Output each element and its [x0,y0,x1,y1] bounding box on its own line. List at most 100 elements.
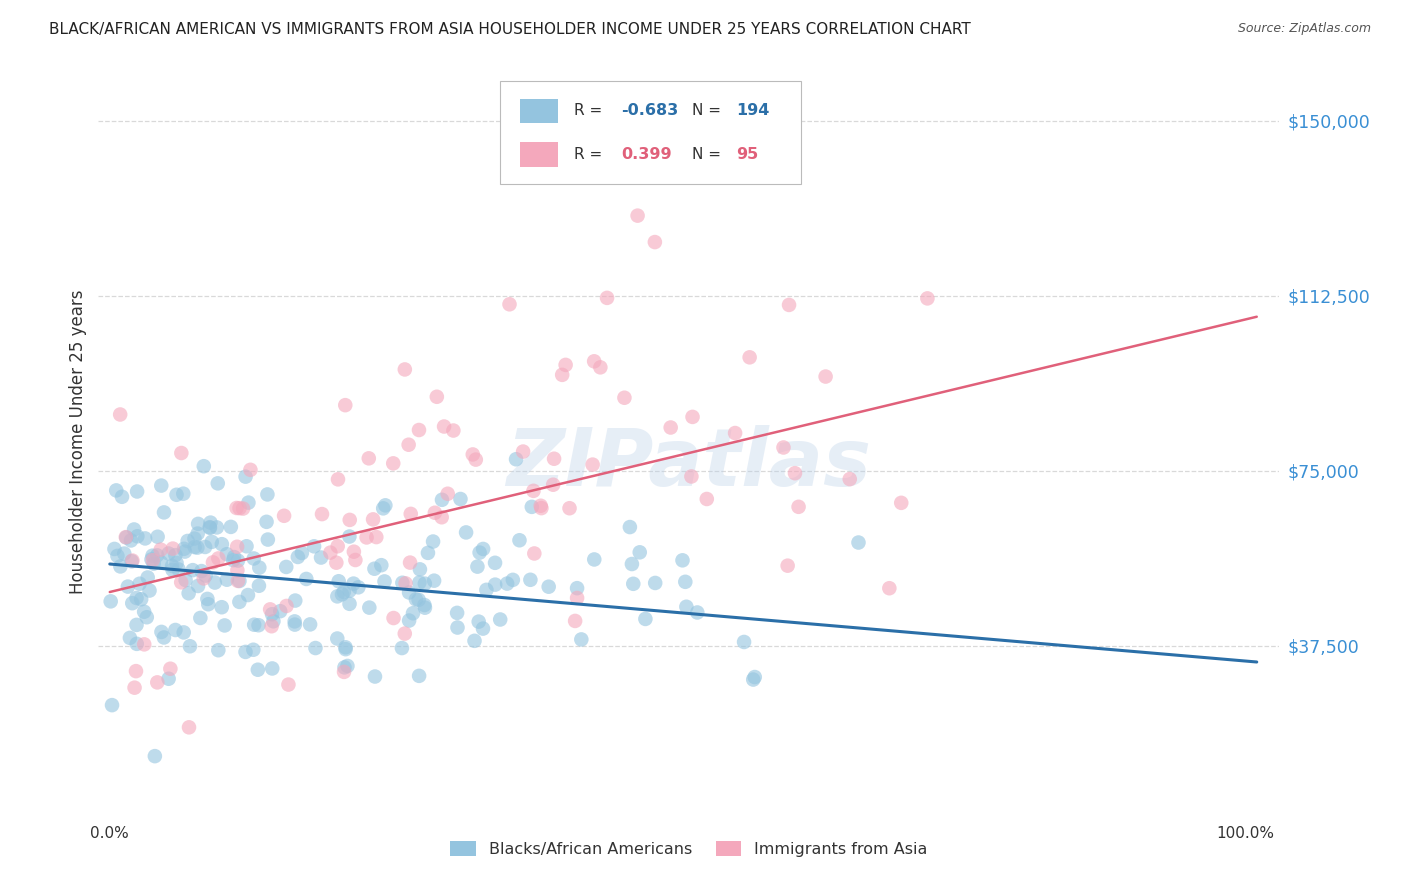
Point [446,606,468,620]
Point [508,533,530,548]
Point [193,459,215,474]
Point [143,749,166,764]
Point [124,681,146,695]
Point [565,591,588,605]
Point [787,500,810,514]
Point [299,617,322,632]
Point [194,540,217,554]
Point [138,583,160,598]
Point [162,541,184,556]
Point [621,576,644,591]
Text: ZIPatlas: ZIPatlas [506,425,872,503]
Point [565,581,588,595]
Point [391,641,413,656]
Point [583,354,606,368]
Point [127,529,149,543]
Point [172,486,194,500]
Point [247,560,270,574]
Point [146,675,169,690]
Point [391,575,413,590]
Point [173,541,195,556]
Point [174,573,197,587]
Point [125,618,148,632]
Point [105,483,128,498]
Point [325,556,347,570]
Point [122,523,145,537]
Point [339,530,361,544]
Point [157,672,180,686]
Text: 95: 95 [737,147,758,161]
Point [228,574,250,588]
Point [100,594,122,608]
Point [157,547,180,561]
Point [467,615,489,629]
Point [551,368,574,382]
Point [502,573,524,587]
Point [177,586,200,600]
Point [359,600,381,615]
Point [246,663,269,677]
Point [374,499,396,513]
Point [235,645,257,659]
Point [284,617,307,632]
Point [215,573,238,587]
Point [408,575,430,590]
Point [242,642,264,657]
Point [200,516,222,530]
Point [103,541,125,556]
Point [273,508,295,523]
Point [373,501,395,516]
Point [262,614,284,628]
Point [394,576,416,591]
Point [505,452,527,467]
Point [564,614,586,628]
Point [304,640,326,655]
Point [583,552,606,566]
Point [744,670,766,684]
Point [170,446,193,460]
Point [541,477,564,491]
Point [430,492,453,507]
Text: BLACK/AFRICAN AMERICAN VS IMMIGRANTS FROM ASIA HOUSEHOLDER INCOME UNDER 25 YEARS: BLACK/AFRICAN AMERICAN VS IMMIGRANTS FRO… [49,22,972,37]
Point [276,599,298,613]
Point [287,549,309,564]
Point [405,592,427,607]
Point [413,598,436,612]
Point [319,546,342,560]
Point [110,559,132,574]
Point [402,606,425,620]
Point [335,642,357,657]
Point [243,617,266,632]
Point [446,621,468,635]
Point [211,600,233,615]
Point [917,292,939,306]
Point [141,552,163,566]
Point [134,637,156,651]
Point [814,369,837,384]
Point [166,488,188,502]
FancyBboxPatch shape [520,142,558,167]
Point [671,553,693,567]
Point [433,419,456,434]
Point [302,539,325,553]
Point [339,513,361,527]
Point [333,660,356,674]
Point [408,669,430,683]
Point [142,557,165,571]
Point [742,673,765,687]
Point [121,554,143,568]
Point [848,535,870,549]
Point [634,612,657,626]
Point [134,532,156,546]
Point [205,520,228,534]
Point [783,466,806,480]
Point [464,452,486,467]
Point [219,520,242,534]
Point [125,664,148,678]
Point [738,351,761,365]
Text: N =: N = [693,103,727,119]
Point [207,643,229,657]
Point [342,576,364,591]
Point [193,571,215,585]
Point [170,575,193,590]
